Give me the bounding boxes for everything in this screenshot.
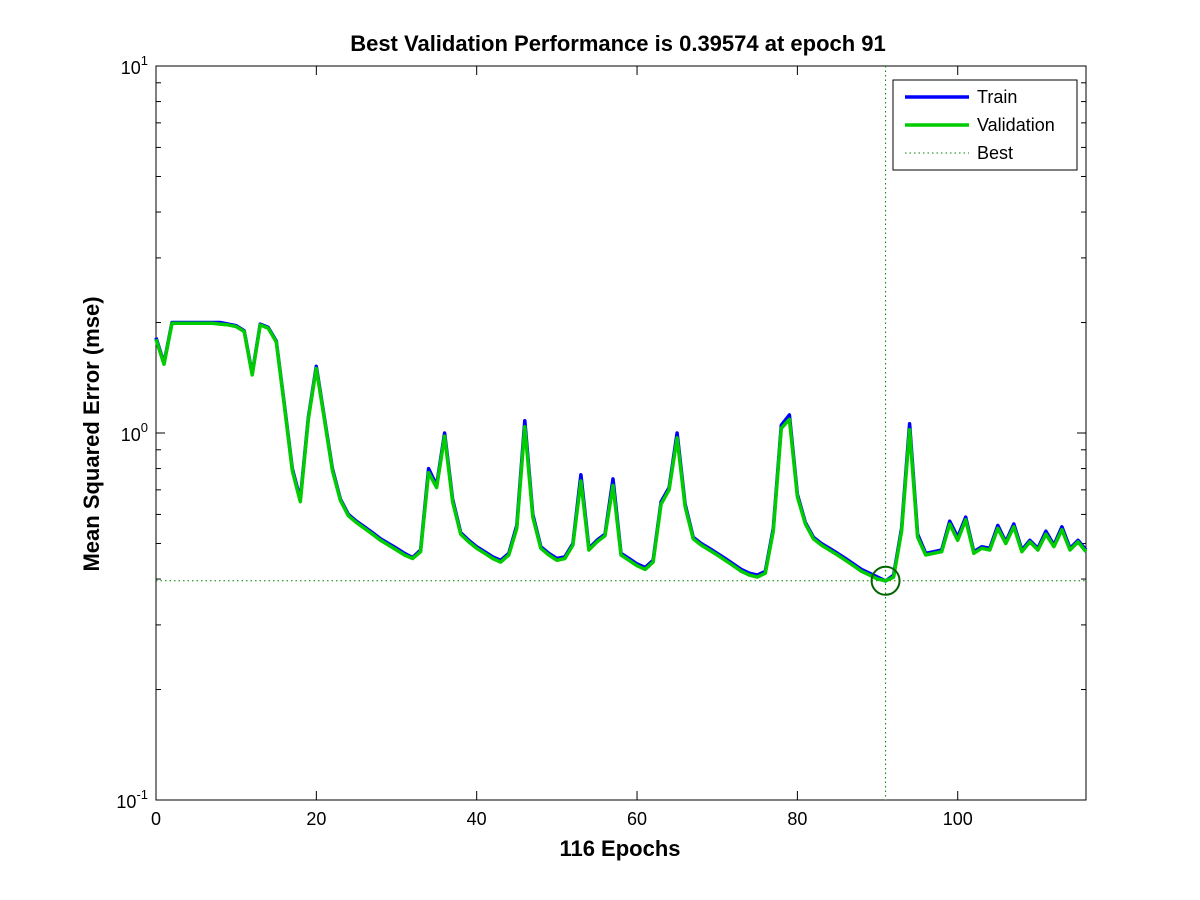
x-tick-label: 40 (467, 809, 487, 829)
legend: Train Validation Best (892, 79, 1078, 171)
chart-title: Best Validation Performance is 0.39574 a… (350, 31, 886, 56)
y-tick-label: 100 (121, 420, 148, 445)
x-tick-label: 60 (627, 809, 647, 829)
validation-series-line (154, 321, 1088, 583)
y-tick-label: 101 (121, 53, 148, 78)
legend-label-validation: Validation (977, 115, 1055, 135)
x-tick-label: 20 (306, 809, 326, 829)
best-marker-circle (870, 565, 901, 596)
legend-label-train: Train (977, 87, 1017, 107)
x-tick-label: 0 (151, 809, 161, 829)
x-tick-label: 100 (943, 809, 973, 829)
y-tick-label: 10-1 (116, 787, 148, 812)
x-tick-label: 80 (787, 809, 807, 829)
legend-label-best: Best (977, 143, 1013, 163)
plot-area: 0 20 40 60 80 100 10-1 100 101 (116, 53, 1088, 829)
x-axis-label: 116 Epochs (559, 836, 680, 861)
y-axis-label: Mean Squared Error (mse) (79, 296, 104, 571)
